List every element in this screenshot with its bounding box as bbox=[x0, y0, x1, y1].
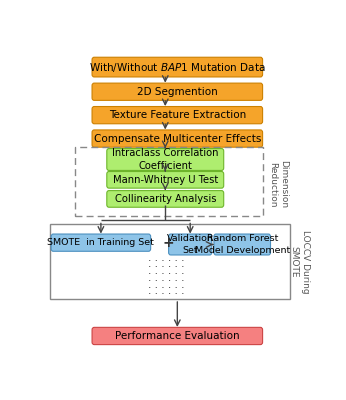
Bar bbox=[75, 148, 263, 216]
FancyBboxPatch shape bbox=[107, 172, 224, 188]
Text: Performance Evaluation: Performance Evaluation bbox=[115, 331, 240, 341]
Text: · · · · · ·: · · · · · · bbox=[148, 256, 185, 266]
Text: 2D Segmention: 2D Segmention bbox=[137, 87, 218, 97]
Text: · · · · · ·: · · · · · · bbox=[148, 276, 185, 286]
Text: · · · · · ·: · · · · · · bbox=[148, 269, 185, 279]
FancyBboxPatch shape bbox=[92, 106, 263, 124]
Text: Dimension
Reduction: Dimension Reduction bbox=[268, 160, 288, 208]
Bar bbox=[50, 224, 290, 299]
Text: · · · · · ·: · · · · · · bbox=[148, 262, 185, 272]
FancyBboxPatch shape bbox=[92, 57, 263, 77]
FancyBboxPatch shape bbox=[92, 327, 263, 345]
Text: SMOTE  in Training Set: SMOTE in Training Set bbox=[47, 238, 154, 247]
FancyBboxPatch shape bbox=[107, 148, 224, 170]
Text: Collinearity Analysis: Collinearity Analysis bbox=[115, 194, 216, 204]
FancyBboxPatch shape bbox=[214, 234, 271, 255]
Text: Intraclass Correlation
Coefficient: Intraclass Correlation Coefficient bbox=[112, 148, 219, 171]
FancyBboxPatch shape bbox=[92, 83, 263, 100]
Text: · · · · · ·: · · · · · · bbox=[148, 290, 185, 299]
Text: Compensate Multicenter Effects: Compensate Multicenter Effects bbox=[94, 134, 261, 144]
FancyBboxPatch shape bbox=[92, 130, 263, 147]
Text: LOCCV During
SMOTE: LOCCV During SMOTE bbox=[290, 230, 310, 293]
Text: Mann-Whitney U Test: Mann-Whitney U Test bbox=[113, 175, 218, 185]
Text: Validation
Set: Validation Set bbox=[167, 234, 213, 254]
Text: With/Without $\mathit{BAP1}$ Mutation Data: With/Without $\mathit{BAP1}$ Mutation Da… bbox=[89, 60, 266, 74]
Text: Random Forest
Model Development: Random Forest Model Development bbox=[194, 234, 290, 254]
Text: +: + bbox=[163, 236, 174, 250]
Text: · · · · · ·: · · · · · · bbox=[148, 283, 185, 293]
FancyBboxPatch shape bbox=[107, 191, 224, 207]
FancyBboxPatch shape bbox=[169, 234, 212, 255]
FancyBboxPatch shape bbox=[51, 234, 151, 251]
Text: Texture Feature Extraction: Texture Feature Extraction bbox=[109, 110, 246, 120]
